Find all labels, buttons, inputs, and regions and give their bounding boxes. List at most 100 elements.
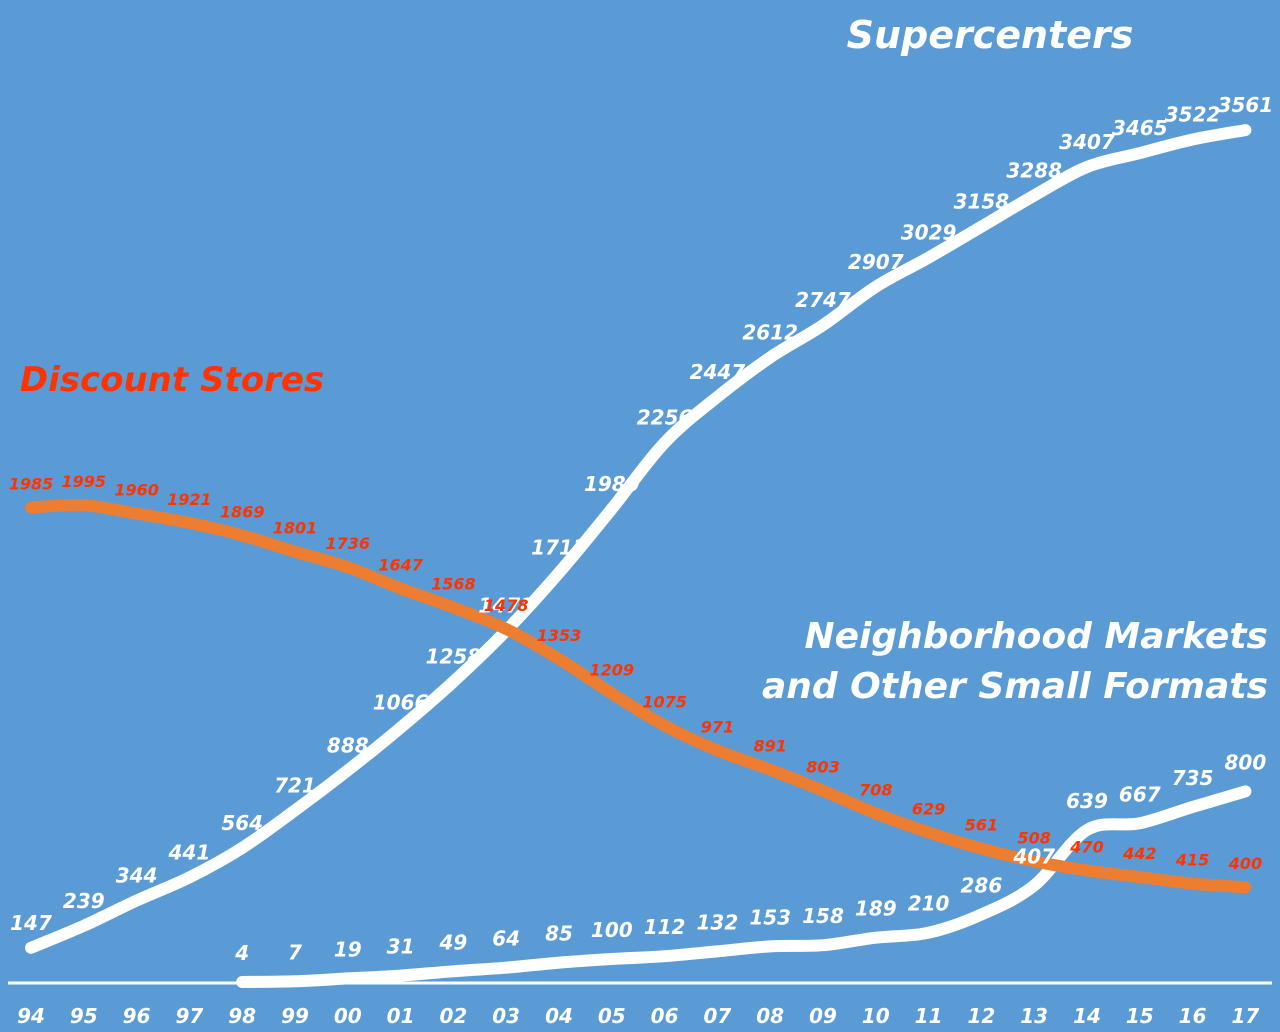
data-label-neighborhood-markets-and-other-small-formats: 189 bbox=[855, 897, 897, 921]
data-label-neighborhood-markets-and-other-small-formats: 64 bbox=[492, 927, 520, 951]
data-label-neighborhood-markets-and-other-small-formats: 49 bbox=[438, 930, 467, 954]
x-tick-label: 99 bbox=[281, 1004, 309, 1028]
data-label-supercenters: 2907 bbox=[848, 250, 904, 274]
data-label-supercenters: 344 bbox=[116, 864, 158, 888]
x-tick-label: 00 bbox=[334, 1004, 362, 1028]
series-line-discount-stores bbox=[25, 499, 1252, 894]
data-label-discount-stores: 708 bbox=[859, 780, 892, 799]
data-label-supercenters: 441 bbox=[168, 840, 211, 864]
data-label-neighborhood-markets-and-other-small-formats: 4 bbox=[234, 941, 249, 965]
data-label-supercenters: 147 bbox=[10, 911, 52, 935]
data-label-neighborhood-markets-and-other-small-formats: 407 bbox=[1012, 845, 1055, 869]
data-label-discount-stores: 1801 bbox=[273, 519, 318, 538]
data-label-discount-stores: 891 bbox=[753, 737, 786, 756]
x-tick-label: 11 bbox=[915, 1004, 943, 1028]
data-label-supercenters: 1713 bbox=[531, 536, 587, 560]
data-label-supercenters: 564 bbox=[221, 811, 263, 835]
x-tick-label: 03 bbox=[492, 1004, 520, 1028]
x-tick-label: 98 bbox=[228, 1004, 256, 1028]
data-label-supercenters: 2612 bbox=[742, 320, 798, 344]
data-label-neighborhood-markets-and-other-small-formats: 100 bbox=[591, 918, 633, 942]
data-label-neighborhood-markets-and-other-small-formats: 639 bbox=[1066, 789, 1108, 813]
data-label-supercenters: 3407 bbox=[1059, 130, 1115, 154]
data-label-neighborhood-markets-and-other-small-formats: 31 bbox=[387, 935, 415, 959]
data-label-neighborhood-markets-and-other-small-formats: 210 bbox=[908, 892, 950, 916]
data-label-neighborhood-markets-and-other-small-formats: 158 bbox=[802, 904, 844, 928]
data-label-discount-stores: 1869 bbox=[220, 502, 265, 521]
x-tick-label: 02 bbox=[439, 1004, 467, 1028]
data-label-discount-stores: 400 bbox=[1228, 854, 1262, 873]
data-label-neighborhood-markets-and-other-small-formats: 132 bbox=[697, 910, 739, 934]
data-label-discount-stores: 1995 bbox=[62, 472, 107, 491]
supercenters-title: Supercenters bbox=[847, 13, 1134, 57]
data-label-discount-stores: 803 bbox=[806, 758, 839, 777]
x-tick-label: 04 bbox=[545, 1004, 573, 1028]
data-label-supercenters: 1258 bbox=[426, 645, 482, 669]
data-label-neighborhood-markets-and-other-small-formats: 153 bbox=[749, 905, 791, 929]
data-label-discount-stores: 1353 bbox=[537, 626, 582, 645]
x-tick-label: 08 bbox=[756, 1004, 784, 1028]
data-label-discount-stores: 1985 bbox=[9, 475, 54, 494]
x-tick-label: 15 bbox=[1126, 1004, 1154, 1028]
discount-stores-title: Discount Stores bbox=[20, 360, 324, 400]
x-tick-label: 14 bbox=[1073, 1004, 1101, 1028]
data-label-discount-stores: 508 bbox=[1017, 828, 1050, 847]
data-label-neighborhood-markets-and-other-small-formats: 800 bbox=[1225, 750, 1267, 774]
neighborhood-title-line2: and Other Small Formats bbox=[762, 666, 1268, 707]
data-label-discount-stores: 415 bbox=[1175, 851, 1209, 870]
data-label-supercenters: 721 bbox=[274, 773, 316, 797]
data-label-supercenters: 888 bbox=[327, 733, 369, 757]
data-label-supercenters: 2447 bbox=[690, 360, 746, 384]
x-tick-label: 16 bbox=[1179, 1004, 1207, 1028]
x-tick-label: 01 bbox=[387, 1004, 415, 1028]
x-tick-label: 07 bbox=[703, 1004, 731, 1028]
x-tick-label: 05 bbox=[598, 1004, 626, 1028]
data-label-neighborhood-markets-and-other-small-formats: 85 bbox=[545, 922, 573, 946]
neighborhood-title-line1: Neighborhood Markets bbox=[804, 616, 1268, 657]
data-label-discount-stores: 561 bbox=[965, 816, 998, 835]
data-label-discount-stores: 470 bbox=[1069, 837, 1103, 856]
data-label-supercenters: 2747 bbox=[795, 288, 851, 312]
data-label-neighborhood-markets-and-other-small-formats: 7 bbox=[288, 940, 302, 964]
data-label-supercenters: 239 bbox=[63, 889, 105, 913]
x-tick-label: 95 bbox=[70, 1004, 98, 1028]
data-label-neighborhood-markets-and-other-small-formats: 735 bbox=[1172, 766, 1214, 790]
data-label-discount-stores: 1478 bbox=[484, 596, 529, 615]
series-line-neighborhood-markets-and-other-small-formats bbox=[236, 785, 1252, 988]
data-label-neighborhood-markets-and-other-small-formats: 19 bbox=[334, 937, 362, 961]
data-label-discount-stores: 1921 bbox=[167, 490, 212, 509]
x-tick-label: 94 bbox=[17, 1004, 45, 1028]
data-label-discount-stores: 1960 bbox=[114, 481, 159, 500]
data-label-discount-stores: 442 bbox=[1122, 844, 1156, 863]
series-line-supercenters bbox=[25, 124, 1252, 954]
x-tick-label: 96 bbox=[123, 1004, 151, 1028]
x-tick-label: 97 bbox=[175, 1004, 203, 1028]
x-tick-label: 06 bbox=[651, 1004, 679, 1028]
data-label-discount-stores: 1647 bbox=[378, 556, 423, 575]
data-label-supercenters: 3465 bbox=[1112, 116, 1168, 140]
data-labels: 1472393444415647218881066125814711713198… bbox=[9, 93, 1274, 965]
data-label-supercenters: 3561 bbox=[1218, 93, 1274, 117]
series-lines bbox=[25, 124, 1252, 988]
data-label-supercenters: 1066 bbox=[373, 691, 429, 715]
data-label-supercenters: 3288 bbox=[1006, 159, 1062, 183]
data-label-supercenters: 2256 bbox=[637, 406, 693, 430]
data-label-discount-stores: 1209 bbox=[590, 660, 635, 679]
data-label-neighborhood-markets-and-other-small-formats: 112 bbox=[644, 915, 686, 939]
data-label-supercenters: 3158 bbox=[954, 190, 1010, 214]
data-label-neighborhood-markets-and-other-small-formats: 286 bbox=[961, 874, 1003, 898]
data-label-discount-stores: 1736 bbox=[326, 534, 371, 553]
x-tick-label: 17 bbox=[1231, 1004, 1259, 1028]
data-label-discount-stores: 629 bbox=[912, 799, 945, 818]
x-tick-label: 13 bbox=[1020, 1004, 1048, 1028]
data-label-discount-stores: 1075 bbox=[642, 693, 687, 712]
x-tick-label: 09 bbox=[809, 1004, 837, 1028]
data-label-discount-stores: 971 bbox=[701, 717, 734, 736]
data-label-supercenters: 3522 bbox=[1165, 103, 1221, 127]
data-label-discount-stores: 1568 bbox=[431, 575, 476, 594]
data-label-neighborhood-markets-and-other-small-formats: 667 bbox=[1119, 782, 1161, 806]
data-label-supercenters: 1980 bbox=[584, 472, 640, 496]
data-label-supercenters: 1471 bbox=[478, 594, 534, 618]
x-tick-label: 10 bbox=[862, 1004, 890, 1028]
